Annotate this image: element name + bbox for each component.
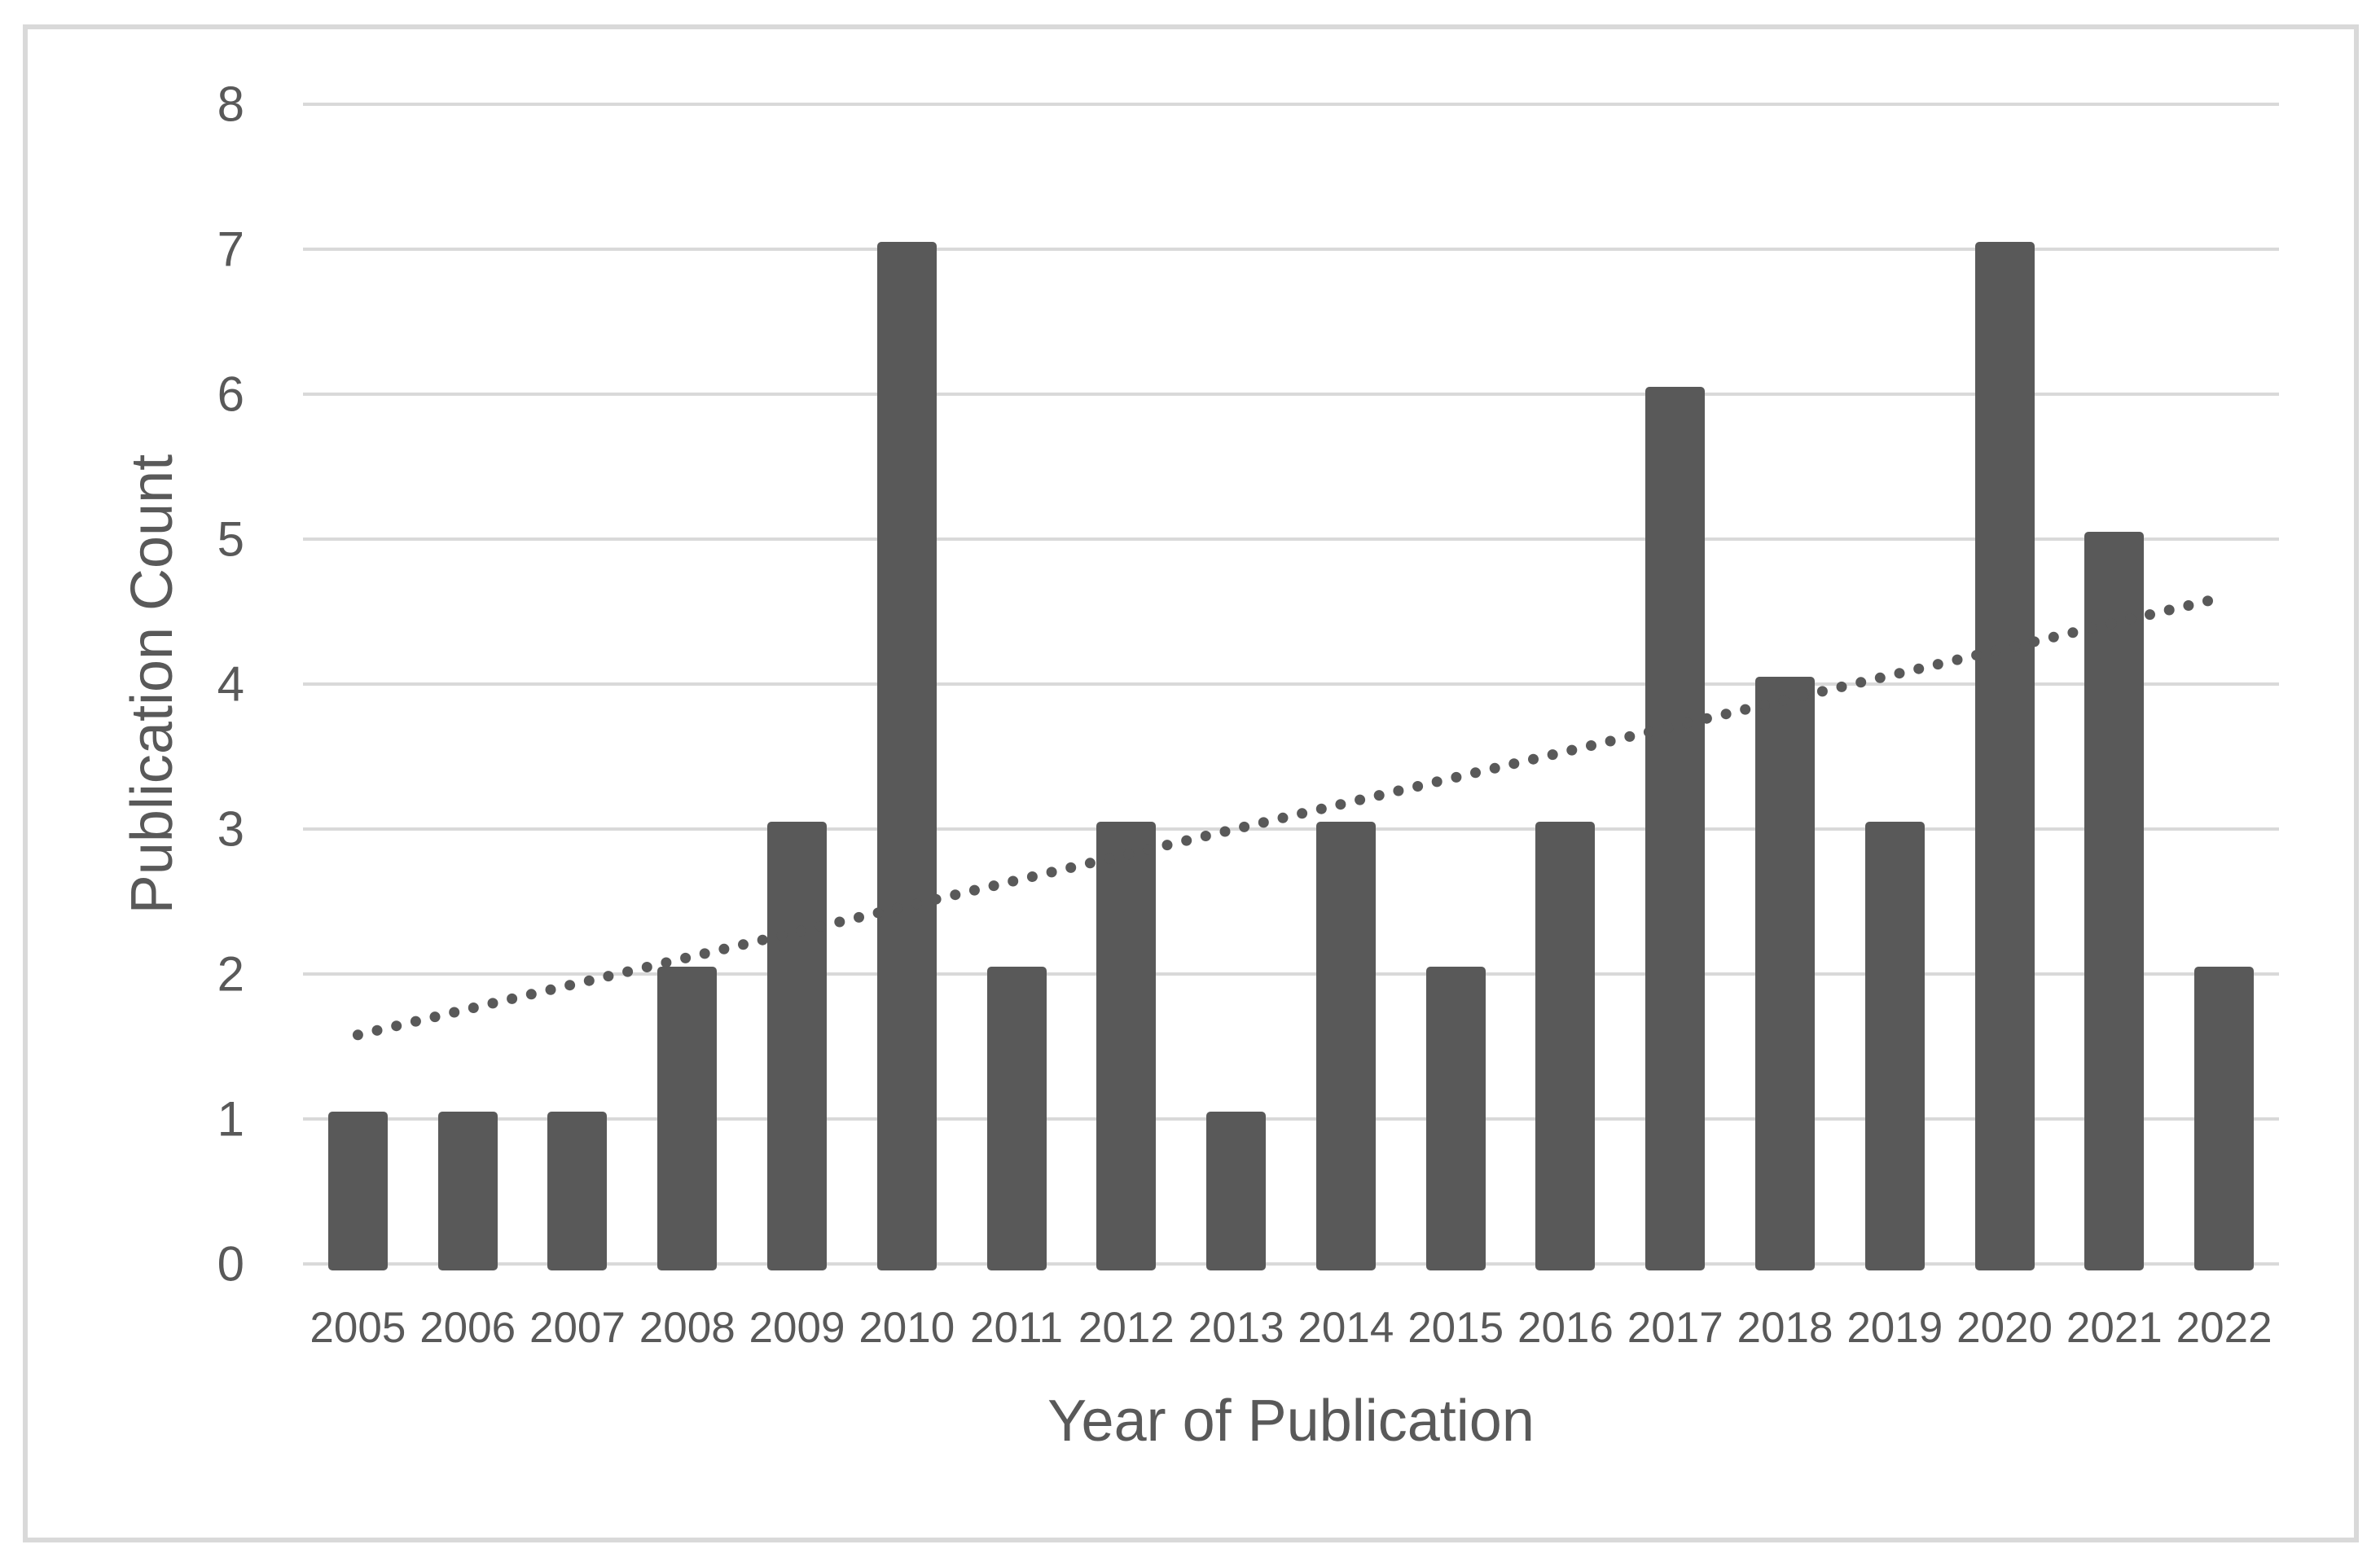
y-axis-title: Publication Count — [120, 454, 185, 915]
chart-figure — [23, 24, 2359, 1542]
x-axis-title: Year of Publication — [1047, 1389, 1535, 1454]
